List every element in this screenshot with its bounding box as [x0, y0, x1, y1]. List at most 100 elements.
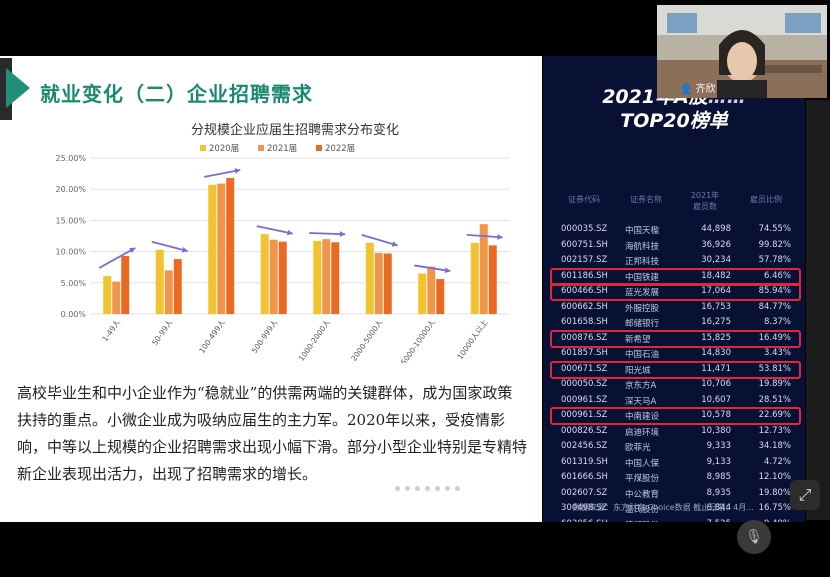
- cell-ratio: 84.77%: [758, 301, 791, 312]
- table-row: 000035.SZ 中国天楹 44,898 74.55%: [543, 221, 805, 237]
- cell-code: 002456.SZ: [561, 441, 608, 451]
- cell-name: 海航科技: [625, 241, 660, 252]
- table-row: 600466.SH 蓝光发展 17,064 85.94%: [543, 283, 805, 301]
- table-footer: 数据来源：东方财富 Choice数据 截止日期：4月...: [573, 503, 754, 512]
- webcam-label: 👤 齐欣: [680, 84, 716, 95]
- table-row: 000050.SZ 京东方A 10,706 19.89%: [543, 376, 805, 392]
- cell-name: 温氏股份: [625, 505, 660, 515]
- expand-button[interactable]: ⤢: [790, 480, 820, 510]
- bar: [269, 239, 278, 314]
- bar: [173, 259, 182, 314]
- cell-name: 中国铁建: [625, 272, 660, 283]
- cell-count: 30,234: [701, 255, 731, 265]
- table-row: 002456.SZ 欧菲光 9,333 34.18%: [543, 438, 805, 454]
- cell-code: 000826.SZ: [561, 425, 608, 436]
- cell-ratio: 3.43%: [763, 348, 791, 358]
- cell-code: 601857.SH: [561, 348, 608, 358]
- cell-count: 8,935: [706, 487, 731, 498]
- table-row: 000961.SZ 中南建设 10,578 22.69%: [543, 407, 805, 425]
- expand-icon: ⤢: [798, 485, 812, 504]
- cell-name: 正邦科技: [625, 257, 660, 267]
- trend-arrow: [98, 247, 136, 269]
- x-tick-label: 1000-2000人: [297, 318, 332, 363]
- cell-code: 601186.SH: [561, 270, 608, 281]
- bar: [383, 253, 392, 314]
- cell-name: 新希望: [625, 334, 651, 345]
- webcam-video[interactable]: [657, 5, 827, 98]
- cell-name: 平煤股份: [625, 474, 660, 484]
- highlight-box: [550, 283, 801, 301]
- bar: [313, 240, 322, 314]
- side-strip: [806, 100, 830, 520]
- cell-code: 000961.SZ: [561, 394, 608, 405]
- cell-name: 京东方A: [625, 381, 657, 391]
- table-row: 002607.SZ 中公教育 8,935 19.80%: [543, 485, 805, 501]
- table-row: 603056.SH 德邦股份 7,5259.49%: [543, 516, 805, 523]
- cell-count: 15,825: [701, 332, 731, 343]
- trend-arrow: [414, 264, 451, 272]
- cell-name: 中国人保: [625, 458, 660, 469]
- bar-chart: 分规模企业应届生招聘需求分布变化 2020届 2021届 2022届 0.00% 5.00…: [55, 122, 510, 363]
- cell-code: 603056.SH: [561, 519, 608, 523]
- table-row: 601658.SH 邮储银行 16,275 8.37%: [543, 314, 805, 330]
- trend-arrowhead: [391, 241, 398, 247]
- cell-ratio: 53.81%: [758, 363, 791, 374]
- table-row: 002157.SZ 正邦科技 30,234 57.78%: [543, 252, 805, 268]
- bar: [164, 270, 173, 314]
- cell-code: 000961.SZ: [561, 410, 608, 420]
- slide-decoration-arrow: [6, 68, 30, 108]
- cell-name: 启迪环境: [625, 427, 660, 438]
- cell-count: 10,706: [701, 379, 731, 389]
- trend-arrow: [309, 232, 346, 236]
- y-tick-label: 0.00%: [61, 310, 87, 319]
- cell-count: 10,578: [701, 410, 731, 420]
- highlight-box: [550, 329, 801, 348]
- trend-arrowhead: [287, 229, 293, 236]
- cell-name: 德邦股份: [625, 519, 659, 523]
- cell-code: 000050.SZ: [561, 379, 608, 389]
- cell-count: 44,898: [701, 224, 731, 234]
- cell-ratio: 12.10%: [758, 472, 791, 482]
- cell-ratio: 8.37%: [763, 317, 791, 327]
- trend-arrow: [361, 234, 399, 247]
- cell-count: 16,275: [701, 317, 731, 327]
- cell-count: 10,607: [701, 394, 731, 405]
- mic-button[interactable]: 🎙: [737, 520, 771, 554]
- cell-code: 601319.SH: [561, 456, 608, 467]
- trend-arrowhead: [444, 267, 451, 274]
- table-row: 601857.SH 中国石油 14,830 3.43%: [543, 345, 805, 361]
- trend-arrowhead: [497, 234, 503, 240]
- cell-ratio: 74.55%: [758, 224, 791, 234]
- highlight-box: [550, 360, 801, 379]
- panel-title-line2: TOP20榜单: [620, 110, 728, 132]
- table-row: 000876.SZ 新希望 15,825 16.49%: [543, 329, 805, 348]
- cell-ratio: 19.80%: [758, 487, 791, 498]
- trend-arrowhead: [339, 231, 346, 237]
- user-icon: 👤: [680, 84, 693, 95]
- cell-name: 中公教育: [625, 489, 660, 500]
- slide-title: 就业变化（二）企业招聘需求: [40, 82, 313, 106]
- highlight-box: [550, 407, 801, 425]
- table-row: 601666.SH 平煤股份 8,985 12.10%: [543, 469, 805, 485]
- table-row: 601186.SH 中国铁建 18,482 6.46%: [543, 267, 805, 286]
- legend-label: 2020届: [209, 144, 239, 154]
- cell-count: 8,844: [706, 503, 731, 513]
- bar: [331, 242, 340, 314]
- cell-code: 601658.SH: [561, 317, 608, 327]
- cell-count: 36,926: [701, 239, 731, 250]
- bar: [470, 242, 479, 314]
- x-tick-label: 50-99人: [150, 318, 174, 348]
- header-name: 证券名称: [630, 195, 662, 204]
- table-row: 600662.SH 外服控股 16,753 84.77%: [543, 299, 805, 315]
- slide-pagination-dots: [395, 486, 460, 491]
- x-tick-label: 100-499人: [197, 318, 227, 355]
- bar: [479, 224, 488, 314]
- cell-ratio: 34.18%: [758, 441, 791, 451]
- trend-arrow: [204, 169, 241, 178]
- cell-ratio: 85.94%: [758, 286, 791, 296]
- cell-count: 9,333: [706, 441, 731, 451]
- header-count: 2021年 雇员数: [690, 191, 720, 211]
- bar: [208, 184, 217, 314]
- legend-swatch: [258, 145, 264, 151]
- cell-name: 中国石油: [625, 350, 660, 360]
